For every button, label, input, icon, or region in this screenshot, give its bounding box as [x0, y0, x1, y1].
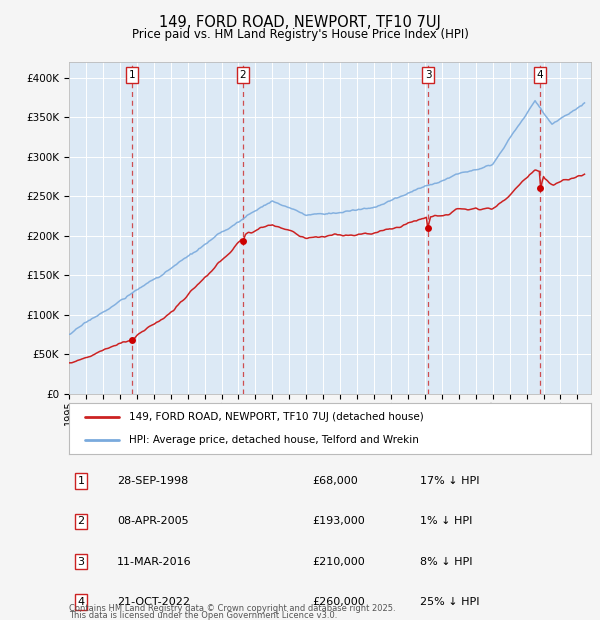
Text: 17% ↓ HPI: 17% ↓ HPI — [420, 476, 479, 486]
Text: 08-APR-2005: 08-APR-2005 — [117, 516, 188, 526]
Text: 2: 2 — [240, 70, 247, 80]
Text: HPI: Average price, detached house, Telford and Wrekin: HPI: Average price, detached house, Telf… — [129, 435, 419, 445]
Text: £68,000: £68,000 — [312, 476, 358, 486]
Text: 149, FORD ROAD, NEWPORT, TF10 7UJ (detached house): 149, FORD ROAD, NEWPORT, TF10 7UJ (detac… — [129, 412, 424, 422]
Text: £260,000: £260,000 — [312, 597, 365, 607]
Text: 21-OCT-2022: 21-OCT-2022 — [117, 597, 190, 607]
Text: Price paid vs. HM Land Registry's House Price Index (HPI): Price paid vs. HM Land Registry's House … — [131, 29, 469, 41]
Text: 4: 4 — [77, 597, 85, 607]
Text: 25% ↓ HPI: 25% ↓ HPI — [420, 597, 479, 607]
Text: 4: 4 — [537, 70, 544, 80]
Text: 11-MAR-2016: 11-MAR-2016 — [117, 557, 191, 567]
Text: 2: 2 — [77, 516, 85, 526]
Text: 1% ↓ HPI: 1% ↓ HPI — [420, 516, 472, 526]
Text: 28-SEP-1998: 28-SEP-1998 — [117, 476, 188, 486]
Text: 8% ↓ HPI: 8% ↓ HPI — [420, 557, 473, 567]
Text: 3: 3 — [425, 70, 431, 80]
Text: 3: 3 — [77, 557, 85, 567]
Text: This data is licensed under the Open Government Licence v3.0.: This data is licensed under the Open Gov… — [69, 611, 337, 620]
Text: 1: 1 — [77, 476, 85, 486]
Text: 1: 1 — [129, 70, 136, 80]
Text: Contains HM Land Registry data © Crown copyright and database right 2025.: Contains HM Land Registry data © Crown c… — [69, 604, 395, 613]
Text: 149, FORD ROAD, NEWPORT, TF10 7UJ: 149, FORD ROAD, NEWPORT, TF10 7UJ — [159, 16, 441, 30]
Text: £193,000: £193,000 — [312, 516, 365, 526]
Text: £210,000: £210,000 — [312, 557, 365, 567]
